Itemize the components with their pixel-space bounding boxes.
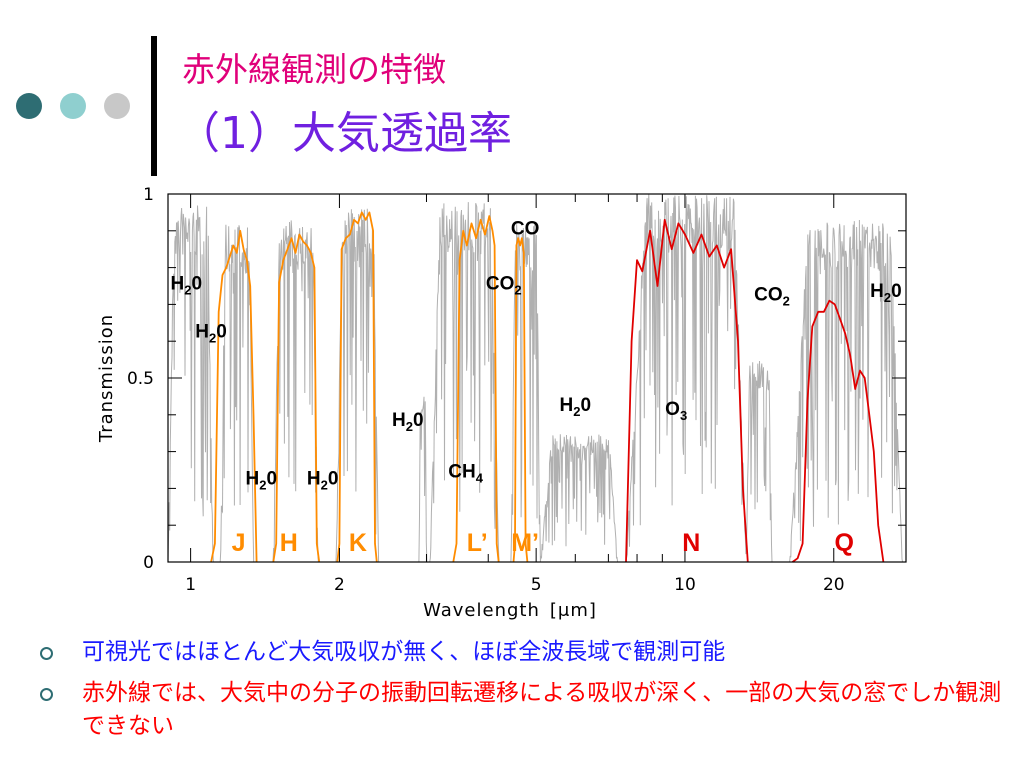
y-tick-label: 1 bbox=[143, 185, 154, 205]
band-line-n bbox=[625, 218, 749, 563]
x-tick-label: 5 bbox=[531, 575, 542, 595]
decor-dot-light bbox=[104, 93, 130, 119]
molecule-label: H20 bbox=[171, 274, 203, 298]
band-line-m bbox=[512, 237, 529, 563]
molecule-label: CO2 bbox=[754, 285, 790, 309]
band-line-k bbox=[336, 211, 378, 563]
slide-title-line1: 赤外線観測の特徴 bbox=[182, 50, 446, 89]
molecule-label: CH4 bbox=[448, 461, 483, 485]
chart-labels: J H K L’ M’ N Q H20 H20 H20 H20 H20 CH4 CO2 CO H20 O3 CO2… bbox=[171, 218, 902, 557]
x-axis-label-text: Wavelength bbox=[423, 600, 540, 621]
band-label: J bbox=[232, 529, 246, 557]
molecule-label: H20 bbox=[246, 469, 278, 493]
bullet-text-infrared: 赤外線では、大気中の分子の振動回転遷移による吸収が深く、一部の大気の窓でしか観測… bbox=[82, 680, 1002, 739]
molecule-label: CO2 bbox=[486, 274, 522, 298]
bullet-item-infrared: 赤外線では、大気中の分子の振動回転遷移による吸収が深く、一部の大気の窓でしか観測… bbox=[30, 677, 1010, 743]
title-divider bbox=[151, 36, 157, 176]
band-label: H bbox=[280, 529, 298, 557]
x-axis-unit: [μm] bbox=[550, 600, 597, 621]
x-tick-label: 1 bbox=[185, 575, 196, 595]
band-label: Q bbox=[835, 529, 854, 557]
transmission-chart: 1 2 5 10 20 0 0.5 1 J H K L’ M’ N Q H20 H20 H20 H20 H20 CH4… bbox=[96, 185, 907, 621]
x-tick-label: 10 bbox=[674, 575, 696, 595]
decor-dot-mid bbox=[60, 93, 86, 119]
axis-ticks: 1 2 5 10 20 0 0.5 1 bbox=[127, 185, 906, 595]
x-tick-label: 2 bbox=[334, 575, 345, 595]
molecule-label: H20 bbox=[870, 281, 902, 305]
slide-title-line2: （1）大気透過率 bbox=[176, 108, 512, 159]
band-line-l bbox=[452, 215, 500, 563]
y-tick-label: 0 bbox=[143, 553, 154, 573]
band-label: N bbox=[682, 529, 700, 557]
molecule-label: H20 bbox=[307, 469, 339, 493]
x-tick-label: 20 bbox=[823, 575, 845, 595]
y-tick-label: 0.5 bbox=[127, 369, 154, 389]
molecule-label: H20 bbox=[392, 410, 424, 434]
bullet-list: 可視光ではほとんど大気吸収が無く、ほぼ全波長域で観測可能 赤外線では、大気中の分… bbox=[30, 636, 1010, 751]
x-axis-label: Wavelength [μm] bbox=[423, 600, 597, 621]
filter-bands bbox=[210, 211, 885, 563]
bullet-item-visible: 可視光ではほとんど大気吸収が無く、ほぼ全波長域で観測可能 bbox=[30, 636, 1010, 669]
decor-dot-dark bbox=[16, 93, 42, 119]
molecule-label: H20 bbox=[560, 395, 592, 419]
band-label: L’ bbox=[467, 529, 488, 557]
band-label: K bbox=[349, 529, 367, 557]
molecule-label: O3 bbox=[665, 399, 687, 423]
bullet-text-visible: 可視光ではほとんど大気吸収が無く、ほぼ全波長域で観測可能 bbox=[82, 639, 726, 665]
band-line-h bbox=[272, 233, 321, 563]
molecule-label: CO bbox=[511, 218, 540, 239]
band-line-j bbox=[210, 229, 258, 563]
band-label: M’ bbox=[511, 529, 539, 557]
bullet-ring-icon bbox=[40, 688, 53, 701]
bullet-ring-icon bbox=[40, 647, 53, 660]
molecule-label: H20 bbox=[195, 322, 227, 346]
y-axis-label: Transmission bbox=[96, 314, 117, 443]
band-line-q bbox=[791, 299, 885, 563]
